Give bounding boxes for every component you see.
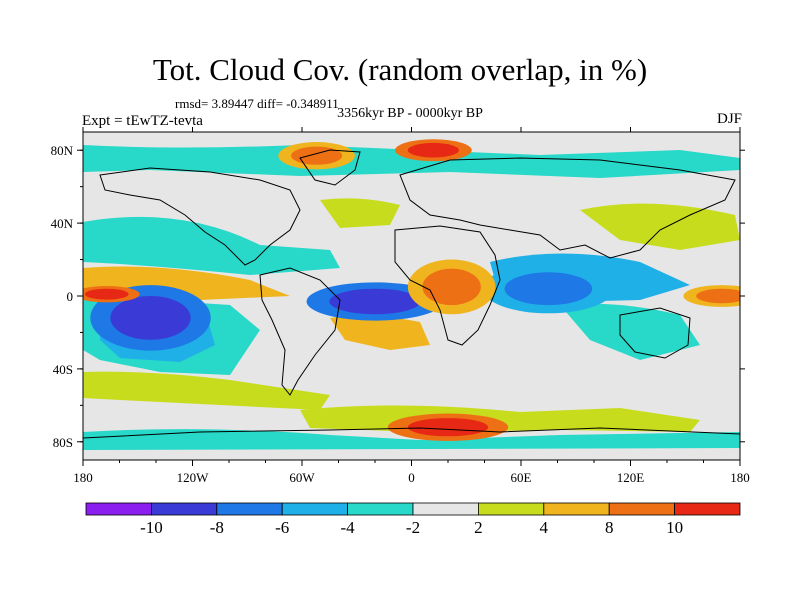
x-tick-label: 60W [289, 470, 315, 485]
y-axis: 80N 40N 0 40S 80S [51, 143, 745, 450]
anomaly-core-7 [291, 146, 343, 165]
anomaly-band-yellow-north-pacific [580, 203, 740, 250]
colorbar-label: 4 [540, 518, 549, 537]
x-tick-label: 0 [408, 470, 415, 485]
colorbar-bin-0 [85, 502, 152, 516]
x-tick-label: 120W [177, 470, 210, 485]
colorbar-bin-9 [674, 502, 741, 516]
coast-north-america [99, 167, 301, 266]
anomaly-core-8 [407, 142, 459, 158]
colorbar-label: -8 [210, 518, 224, 537]
experiment-label: Expt = tEwTZ-tevta [82, 113, 203, 129]
colorbar-label: -2 [406, 518, 420, 537]
colorbar-bin-5 [412, 502, 479, 516]
anomaly-core-3 [422, 268, 481, 306]
anomaly-core-2 [504, 272, 593, 306]
coast-africa [394, 225, 501, 346]
colorbar-bin-3 [281, 502, 349, 516]
anomaly-band-cyan-north [83, 216, 340, 275]
stats-label: rmsd= 3.89447 diff= -0.348911 [175, 96, 339, 111]
colorbar-bin-2 [216, 502, 283, 516]
anomaly-band-orange-atlantic [330, 315, 430, 350]
anomaly-band-cyan-antarctic [83, 429, 740, 450]
colorbar-bin-1 [150, 502, 218, 516]
coast-eurasia [399, 157, 736, 259]
y-tick-label: 80S [53, 435, 73, 450]
coast-south-america [259, 267, 341, 396]
y-tick-label: 0 [67, 289, 74, 304]
x-tick-label: 60E [511, 470, 532, 485]
x-tick-label: 180 [730, 470, 750, 485]
coast-australia [619, 307, 691, 359]
colorbar-label: 8 [605, 518, 614, 537]
anomaly-cores [83, 139, 740, 441]
anomaly-core-1 [329, 288, 421, 315]
anomaly-core-5 [696, 288, 740, 304]
anomaly-core-4 [407, 418, 489, 437]
coast-greenland [299, 149, 361, 186]
anomaly-core-6 [84, 288, 129, 300]
y-tick-label: 40S [53, 362, 73, 377]
colorbar: -10 -8 -6 -4 -2 2 4 8 10 [85, 502, 741, 537]
anomaly-band-cyan-arctic [83, 145, 740, 178]
y-tick-label: 80N [51, 143, 74, 158]
x-tick-label: 180 [73, 470, 93, 485]
x-tick-label: 120E [617, 470, 645, 485]
anomaly-band-yellow-south-pacific [83, 371, 330, 410]
colorbar-label: 2 [474, 518, 483, 537]
map-field [83, 132, 740, 460]
coast-antarctica [83, 427, 740, 439]
colorbar-bin-8 [608, 502, 676, 516]
colorbar-bin-6 [477, 502, 545, 516]
colorbar-label: -6 [275, 518, 289, 537]
y-tick-label: 40N [51, 216, 74, 231]
colorbar-label: -10 [140, 518, 163, 537]
colorbar-label: 10 [666, 518, 683, 537]
coastlines [83, 149, 740, 439]
season-label: DJF [716, 111, 742, 127]
period-label: 3356kyr BP - 0000kyr BP [337, 106, 483, 121]
anomaly-core-0 [110, 296, 191, 340]
colorbar-bin-4 [347, 502, 414, 516]
colorbar-bin-7 [543, 502, 610, 516]
anomaly-band-cyan-pacific-west [560, 303, 700, 360]
x-axis: 180 120W 60W 0 60E 120E 180 [73, 127, 750, 485]
figure-title: Tot. Cloud Cov. (random overlap, in %) [152, 52, 648, 87]
colorbar-label: -4 [341, 518, 356, 537]
anomaly-band-yellow-atlantic-north [320, 198, 400, 228]
